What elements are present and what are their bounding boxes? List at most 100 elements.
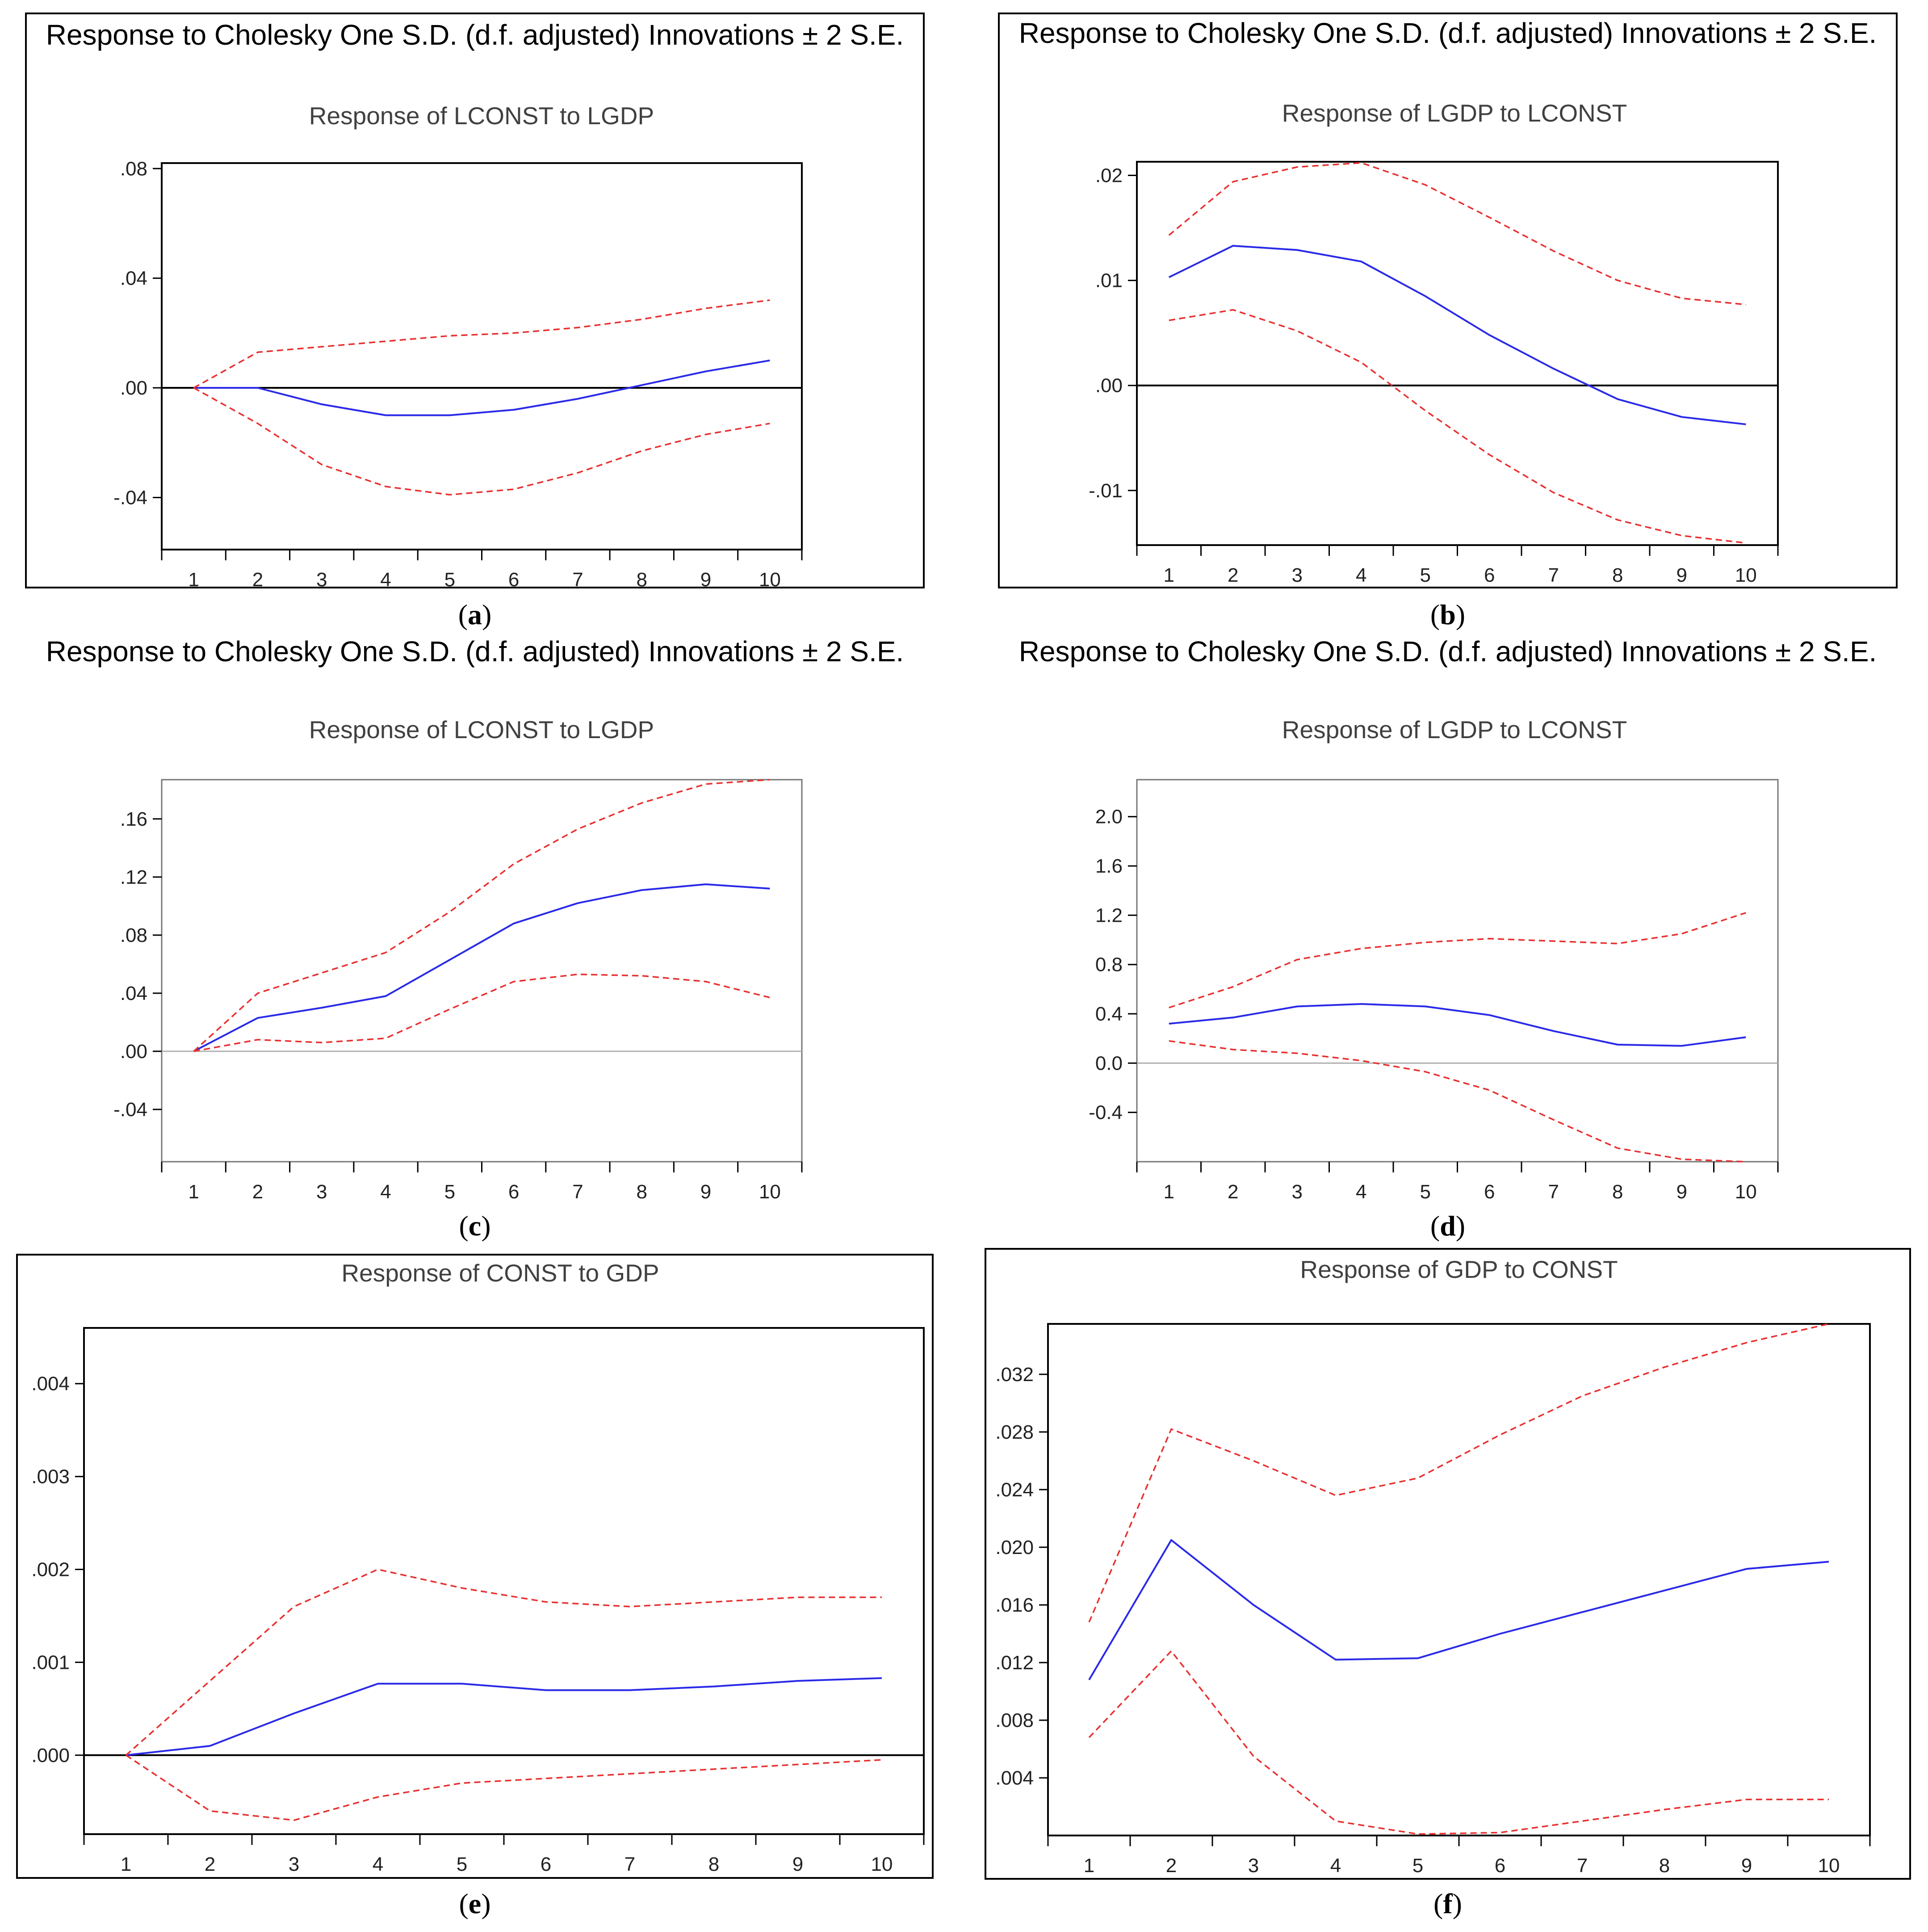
panel-b-xtick-label: 3 [1292,564,1303,586]
panel-d: Response to Cholesky One S.D. (d.f. adju… [1019,635,1877,1242]
panel-e-series-response [126,1677,882,1756]
panel-f-xtick-label: 10 [1818,1855,1840,1877]
panel-d-xtick-label: 1 [1164,1181,1174,1203]
panel-e-xtick-label: 7 [625,1853,635,1875]
panel-f-xtick-label: 8 [1659,1855,1670,1877]
panel-b-ytick-label: .02 [1095,165,1123,187]
panel-c-caption: (c) [459,1210,490,1242]
panel-e-xtick-label: 8 [708,1853,719,1875]
panel-c-xtick-label: 10 [759,1181,781,1203]
panel-c-series-response [193,883,770,1052]
panel-f-xtick-label: 2 [1166,1855,1177,1877]
panel-d-ytick-label: 0.8 [1095,954,1123,976]
panel-e-frame [16,1254,934,1879]
panel-f-title: Response of GDP to CONST [1300,1256,1618,1283]
panel-c-ytick-label: .04 [120,983,147,1004]
panel-d-title: Response of LGDP to LCONST [1282,716,1627,743]
panel-a-xtick-label: 5 [444,569,455,591]
panel-d-ytick-label: -0.4 [1089,1102,1123,1124]
panel-d-xtick-label: 2 [1228,1181,1238,1203]
panel-c-xtick-label: 2 [252,1181,263,1203]
panel-e-xtick-label: 1 [121,1853,131,1875]
panel-a-xtick-label: 3 [316,569,327,591]
panel-e-ytick-label: .000 [31,1744,70,1766]
panel-e-ytick-label: .003 [31,1466,70,1488]
panel-d-xtick-label: 3 [1292,1181,1303,1203]
panel-f-xtick-label: 4 [1330,1855,1341,1877]
panel-c-heading: Response to Cholesky One S.D. (d.f. adju… [46,635,904,668]
panel-e-series-upper [125,1568,882,1756]
panel-e-ytick-label: .002 [31,1559,70,1581]
panel-f-plot: .004 .008 .012 .016 .020 .024 .028 .032 1 2 3 4 5 6 7 8… [995,1323,1871,1877]
panel-c-ytick-label: .12 [120,866,147,888]
panel-e-xtick-label: 10 [871,1853,893,1875]
panel-c-xtick-label: 5 [444,1181,455,1203]
panel-d-series-lower [1169,1040,1746,1163]
panel-f-ytick-label: .020 [995,1537,1034,1558]
panel-f-ytick-label: .024 [995,1479,1034,1501]
panel-a-heading: Response to Cholesky One S.D. (d.f. adju… [46,19,904,51]
panel-e-ytick-label: .001 [31,1651,70,1673]
panel-e-title: Response of CONST to GDP [341,1259,659,1287]
panel-c-series-lower [193,973,770,1052]
panel-f-caption: (f) [1433,1888,1462,1919]
panel-b-xtick-label: 2 [1228,564,1238,586]
panel-f-series-response [1088,1539,1829,1680]
panel-a-ytick-label: .04 [120,268,147,290]
panel-b-xtick-label: 1 [1164,564,1174,586]
panel-f-series-lower [1088,1650,1829,1835]
panel-b-xtick-label: 5 [1420,564,1431,586]
panel-e-xtick-label: 4 [373,1853,383,1875]
panel-b-xtick-label: 6 [1484,564,1495,586]
panel-e-xtick-label: 5 [457,1853,467,1875]
panel-a-caption: (a) [458,599,492,630]
panel-f-ytick-label: .028 [995,1421,1034,1443]
panel-b-xtick-label: 8 [1612,564,1623,586]
panel-d-xtick-label: 8 [1612,1181,1623,1203]
panel-c-ytick-label: -.04 [113,1099,147,1121]
panel-d-ytick-label: 0.0 [1095,1052,1123,1074]
panel-b-series-upper [1168,162,1746,306]
panel-c-ytick-label: .00 [120,1041,147,1063]
panel-a-xtick-label: 1 [188,569,199,591]
panel-b-ytick-label: .01 [1095,270,1123,292]
panel-b-ytick-label: -.01 [1089,480,1123,502]
panel-d-xtick-label: 6 [1484,1181,1495,1203]
panel-a-xtick-label: 4 [380,569,391,591]
panel-c-ytick-label: .08 [120,924,147,946]
panel-d-series-upper [1169,912,1746,1008]
panel-a-xtick-label: 8 [637,569,647,591]
panel-f-ytick-label: .032 [995,1364,1034,1386]
panel-a-frame [25,13,925,588]
panel-d-series-response [1169,1003,1746,1047]
panel-c: Response to Cholesky One S.D. (d.f. adju… [46,635,904,1242]
panel-e-xtick-label: 6 [541,1853,551,1875]
panel-d-heading: Response to Cholesky One S.D. (d.f. adju… [1019,635,1877,668]
panel-f-ytick-label: .008 [995,1709,1034,1731]
panel-b-xtick-label: 10 [1735,564,1757,586]
panel-b-frame [998,13,1898,588]
panel-e-plot: .000 .001 .002 .003 .004 1 2 3 4 5 6 7 8 9 10 [31,1327,925,1875]
panel-f-caption-label: f [1443,1888,1453,1919]
panel-a-plot: -.04 .00 .04 .08 1 2 3 4 5 6 7 8 9 10 [113,158,803,591]
panel-a-title: Response of LCONST to LGDP [309,102,654,130]
panel-a-xtick-label: 6 [508,569,519,591]
panel-c-xtick-label: 7 [572,1181,583,1203]
panel-b-xtick-label: 4 [1356,564,1366,586]
panel-d-xtick-label: 9 [1677,1181,1687,1203]
panel-a-series-upper [193,299,770,389]
panel-c-xtick-label: 9 [700,1181,711,1203]
panel-d-xtick-label: 4 [1356,1181,1366,1203]
panel-c-xtick-label: 3 [316,1181,327,1203]
panel-f-ytick-label: .012 [995,1652,1034,1674]
panel-f-frame [985,1248,1911,1880]
panel-b-caption-label: b [1440,599,1456,630]
panel-c-title: Response of LCONST to LGDP [309,716,654,743]
panel-b-series-response [1168,245,1746,425]
panel-a-ytick-label: -.04 [113,487,147,508]
panel-d-ytick-label: 1.6 [1095,855,1123,877]
panel-f-xtick-label: 3 [1248,1855,1259,1877]
panel-a-xtick-label: 2 [252,569,263,591]
panel-c-ytick-label: .16 [120,808,147,830]
